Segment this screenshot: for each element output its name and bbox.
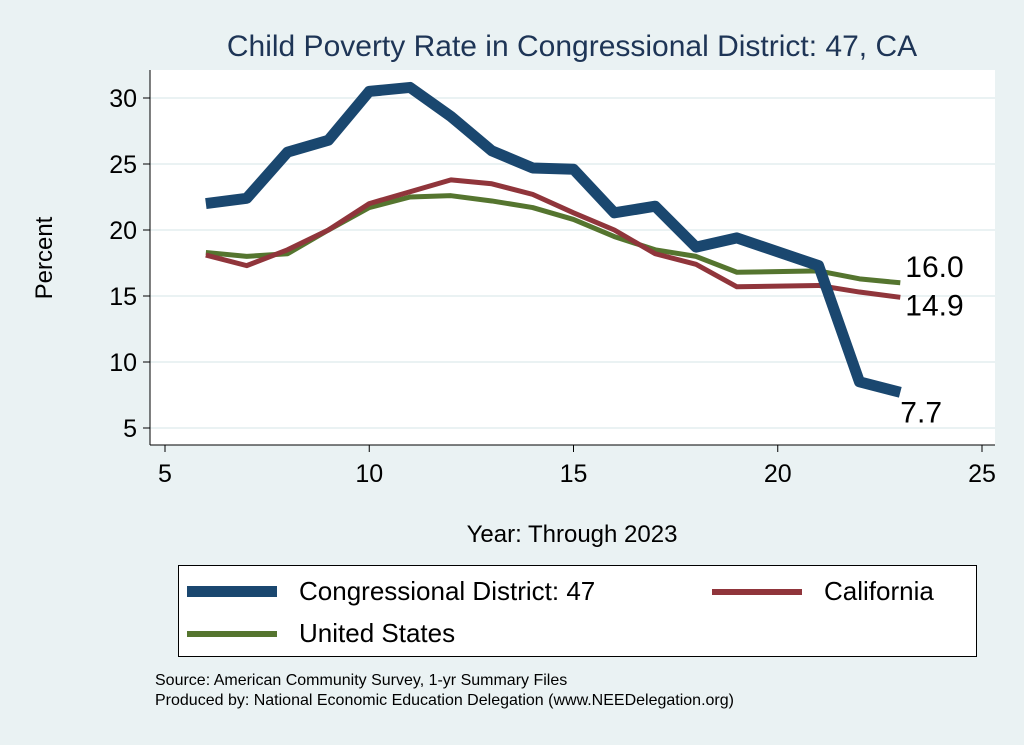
y-axis-label: Percent bbox=[31, 216, 58, 299]
x-tick-label: 15 bbox=[560, 460, 588, 488]
y-tick-label: 25 bbox=[109, 151, 137, 179]
legend-item-district: Congressional District: 47 bbox=[187, 576, 595, 607]
legend-label-district: Congressional District: 47 bbox=[299, 576, 596, 606]
producer-note: Produced by: National Economic Education… bbox=[155, 692, 734, 709]
source-note: Source: American Community Survey, 1-yr … bbox=[155, 672, 568, 689]
chart-title: Child Poverty Rate in Congressional Dist… bbox=[226, 30, 918, 63]
legend-swatch-california bbox=[712, 588, 802, 595]
end-label-1: 14.9 bbox=[905, 289, 963, 322]
legend: Congressional District: 47 California Un… bbox=[178, 565, 977, 657]
legend-swatch-us bbox=[187, 630, 277, 637]
y-tick-label: 10 bbox=[109, 349, 137, 377]
x-tick-label: 10 bbox=[355, 460, 383, 488]
legend-label-california: California bbox=[824, 576, 934, 606]
y-tick-label: 30 bbox=[109, 85, 137, 113]
x-tick-label: 20 bbox=[764, 460, 792, 488]
x-tick-label: 25 bbox=[968, 460, 996, 488]
x-tick-label: 5 bbox=[158, 460, 172, 488]
series-line-1 bbox=[205, 177, 901, 300]
legend-item-california: California bbox=[712, 576, 934, 607]
y-tick-label: 15 bbox=[109, 283, 137, 311]
end-label-0: 7.7 bbox=[900, 396, 942, 429]
legend-item-us: United States bbox=[187, 618, 455, 649]
end-label-2: 16.0 bbox=[905, 251, 963, 284]
legend-swatch-district bbox=[187, 586, 277, 597]
y-tick-label: 20 bbox=[109, 217, 137, 245]
legend-label-us: United States bbox=[299, 618, 456, 648]
y-tick-label: 5 bbox=[123, 415, 137, 443]
series-line-0 bbox=[205, 81, 902, 398]
x-axis-label: Year: Through 2023 bbox=[467, 521, 678, 548]
